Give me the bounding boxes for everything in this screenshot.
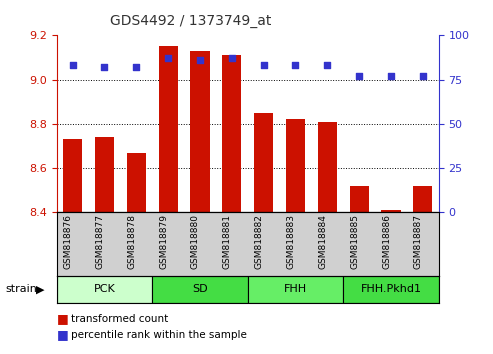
Text: GSM818878: GSM818878: [127, 214, 136, 269]
Bar: [190, 51, 210, 212]
Bar: [413, 186, 432, 212]
Bar: [247, 276, 343, 303]
Bar: [95, 137, 114, 212]
Point: [260, 63, 268, 68]
Text: ■: ■: [57, 312, 69, 325]
Text: GSM818876: GSM818876: [64, 214, 72, 269]
Text: ■: ■: [57, 328, 69, 341]
Point: [323, 63, 331, 68]
Bar: [57, 276, 152, 303]
Point: [419, 73, 427, 79]
Text: GSM818877: GSM818877: [96, 214, 105, 269]
Point: [228, 56, 236, 61]
Bar: [159, 46, 177, 212]
Text: percentile rank within the sample: percentile rank within the sample: [71, 330, 247, 339]
Bar: [318, 122, 337, 212]
Text: GSM818879: GSM818879: [159, 214, 168, 269]
Bar: [350, 186, 369, 212]
Text: GSM818882: GSM818882: [255, 214, 264, 269]
Text: transformed count: transformed count: [71, 314, 169, 324]
Point: [355, 73, 363, 79]
Bar: [382, 210, 400, 212]
Text: GSM818886: GSM818886: [382, 214, 391, 269]
Point: [69, 63, 76, 68]
Point: [291, 63, 299, 68]
Bar: [286, 120, 305, 212]
Text: GSM818884: GSM818884: [318, 214, 327, 269]
Text: GSM818885: GSM818885: [350, 214, 359, 269]
Text: GSM818887: GSM818887: [414, 214, 423, 269]
Bar: [254, 113, 273, 212]
Bar: [222, 55, 242, 212]
Text: GDS4492 / 1373749_at: GDS4492 / 1373749_at: [110, 14, 271, 28]
Bar: [152, 276, 247, 303]
Point: [101, 64, 108, 70]
Text: FHH: FHH: [284, 284, 307, 295]
Text: PCK: PCK: [94, 284, 115, 295]
Bar: [127, 153, 146, 212]
Point: [164, 56, 172, 61]
Text: GSM818881: GSM818881: [223, 214, 232, 269]
Point: [387, 73, 395, 79]
Bar: [343, 276, 439, 303]
Point: [196, 57, 204, 63]
Text: ▶: ▶: [36, 284, 45, 295]
Point: [132, 64, 140, 70]
Text: strain: strain: [5, 284, 37, 295]
Text: GSM818883: GSM818883: [286, 214, 295, 269]
Text: GSM818880: GSM818880: [191, 214, 200, 269]
Text: FHH.Pkhd1: FHH.Pkhd1: [360, 284, 422, 295]
Text: SD: SD: [192, 284, 208, 295]
Bar: [63, 139, 82, 212]
